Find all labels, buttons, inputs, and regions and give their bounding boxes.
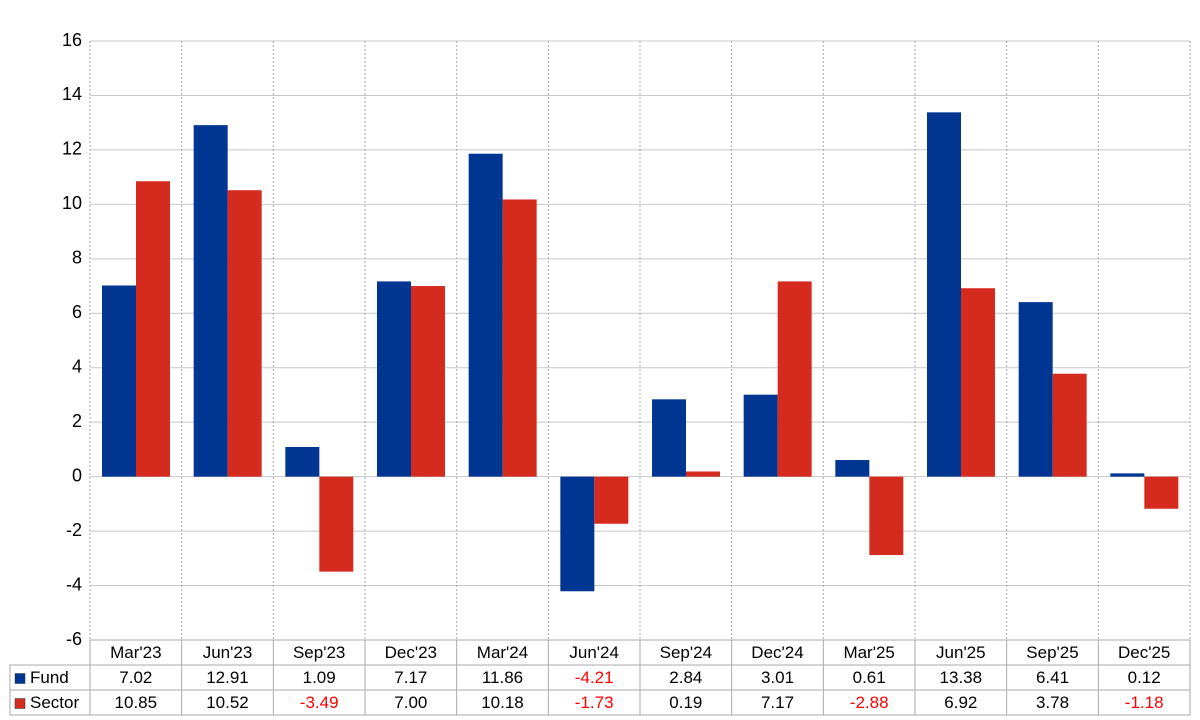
data-label: 3.78 <box>1036 693 1069 712</box>
bar <box>1144 476 1179 509</box>
x-tick-label: Jun'24 <box>569 643 619 662</box>
bar <box>1018 302 1053 477</box>
x-tick-label: Mar'25 <box>843 643 894 662</box>
bar <box>136 181 170 477</box>
x-tick-label: Mar'23 <box>110 643 161 662</box>
bar <box>102 285 136 477</box>
data-label: 7.00 <box>394 693 427 712</box>
bar <box>869 476 904 556</box>
bar <box>285 446 320 477</box>
data-label: 0.12 <box>1128 668 1161 687</box>
y-tick-label: 14 <box>62 84 82 104</box>
data-label: 12.91 <box>206 668 249 687</box>
bar <box>686 471 720 477</box>
data-label: 10.52 <box>206 693 249 712</box>
y-tick-label: 12 <box>62 139 82 159</box>
data-label: 6.92 <box>944 693 977 712</box>
data-label: 13.38 <box>940 668 983 687</box>
data-label: 2.84 <box>669 668 702 687</box>
y-tick-label: 0 <box>72 465 82 485</box>
legend-label: Sector <box>30 693 79 712</box>
data-label: -3.49 <box>300 693 339 712</box>
data-label: -1.73 <box>575 693 614 712</box>
y-tick-label: 16 <box>62 30 82 50</box>
bar <box>502 199 537 477</box>
data-label: 1.09 <box>303 668 336 687</box>
data-label: 10.85 <box>115 693 158 712</box>
bar <box>777 281 812 477</box>
bar <box>743 394 778 477</box>
y-tick-label: -6 <box>66 629 82 649</box>
x-tick-label: Sep'25 <box>1026 643 1078 662</box>
data-label: 10.18 <box>481 693 524 712</box>
data-label: 0.61 <box>853 668 886 687</box>
data-label: -2.88 <box>850 693 889 712</box>
x-tick-label: Sep'23 <box>293 643 345 662</box>
x-tick-label: Jun'23 <box>203 643 253 662</box>
bar <box>468 153 503 477</box>
data-label: -4.21 <box>575 668 614 687</box>
data-label: 11.86 <box>482 668 523 687</box>
x-tick-label: Sep'24 <box>660 643 712 662</box>
data-label: 3.01 <box>761 668 794 687</box>
x-tick-label: Mar'24 <box>477 643 528 662</box>
bar <box>560 476 595 592</box>
bar <box>1052 373 1087 477</box>
bar <box>927 112 961 477</box>
data-label: 6.41 <box>1036 668 1069 687</box>
data-label: 7.17 <box>394 668 427 687</box>
x-tick-label: Dec'24 <box>751 643 803 662</box>
y-tick-label: 2 <box>72 411 82 431</box>
x-tick-label: Jun'25 <box>936 643 986 662</box>
legend-swatch <box>14 673 26 684</box>
data-label: 0.19 <box>669 693 702 712</box>
legend-swatch <box>14 698 26 709</box>
data-label: 7.02 <box>119 668 152 687</box>
y-tick-label: 6 <box>72 302 82 322</box>
bar <box>652 399 686 477</box>
y-tick-label: -2 <box>66 520 82 540</box>
bar <box>319 476 354 572</box>
y-tick-label: 8 <box>72 248 82 268</box>
legend-label: Fund <box>30 668 69 687</box>
y-tick-label: 10 <box>62 193 82 213</box>
y-tick-label: -4 <box>66 574 82 594</box>
x-tick-label: Dec'25 <box>1118 643 1170 662</box>
bar <box>377 281 411 477</box>
bar <box>835 460 870 477</box>
bar <box>961 288 995 477</box>
y-tick-label: 4 <box>72 356 82 376</box>
bar <box>594 476 629 524</box>
data-label: -1.18 <box>1125 693 1164 712</box>
x-tick-label: Dec'23 <box>385 643 437 662</box>
bar <box>227 190 262 477</box>
bar <box>1110 473 1145 477</box>
data-label: 7.17 <box>761 693 794 712</box>
bar <box>411 286 445 477</box>
bar <box>193 125 228 477</box>
